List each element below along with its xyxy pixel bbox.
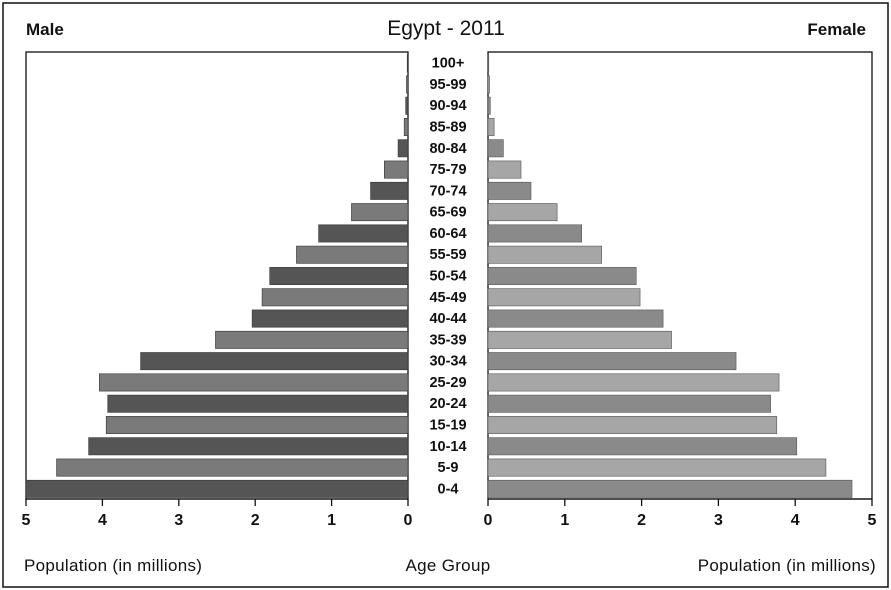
male-bar-10-14: [88, 437, 409, 456]
male-bar-70-74: [370, 181, 409, 200]
age-label-90-94: 90-94: [429, 98, 466, 114]
female-bar-40-44: [487, 309, 664, 328]
age-label-65-69: 65-69: [429, 205, 466, 221]
male-bar-85-89: [403, 118, 409, 136]
male-tick-label-3: 3: [174, 512, 183, 529]
male-bar-55-59: [296, 245, 409, 264]
age-label-85-89: 85-89: [429, 120, 466, 136]
female-bar-55-59: [487, 245, 602, 264]
age-label-10-14: 10-14: [429, 439, 466, 455]
male-bar-75-79: [384, 160, 409, 179]
male-tick-label-0: 0: [404, 512, 413, 529]
age-label-5-9: 5-9: [438, 460, 459, 476]
age-label-15-19: 15-19: [429, 418, 466, 434]
female-bar-60-64: [487, 224, 582, 243]
male-bar-20-24: [107, 394, 409, 413]
female-header: Female: [807, 20, 866, 39]
age-group-labels: 100+ 95-99 90-94 85-89 80-84 75-79 70-74 65-69 6…: [429, 56, 466, 498]
male-header: Male: [26, 20, 64, 39]
female-bar-15-19: [487, 416, 778, 434]
female-tick-label-1: 1: [560, 512, 569, 529]
female-bars: [487, 54, 853, 498]
male-bar-90-94: [405, 96, 409, 115]
female-bar-70-74: [487, 181, 532, 200]
male-tick-label-1: 1: [327, 512, 336, 529]
age-label-35-39: 35-39: [429, 332, 466, 348]
female-bar-30-34: [487, 352, 737, 371]
male-tick-label-5: 5: [22, 512, 31, 529]
age-label-0-4: 0-4: [438, 481, 459, 497]
age-group-label: Age Group: [406, 556, 491, 575]
male-bar-40-44: [251, 309, 409, 328]
male-bar-95-99: [406, 75, 409, 94]
chart-title: Egypt - 2011: [387, 17, 505, 40]
male-bar-15-19: [105, 416, 409, 434]
age-label-50-54: 50-54: [429, 269, 466, 285]
age-label-80-84: 80-84: [429, 141, 466, 157]
male-bar-60-64: [318, 224, 409, 243]
age-label-40-44: 40-44: [429, 311, 466, 327]
male-bar-35-39: [215, 330, 409, 349]
age-label-20-24: 20-24: [429, 396, 466, 412]
female-tick-label-3: 3: [714, 512, 723, 529]
female-bar-25-29: [487, 373, 780, 392]
female-bar-65-69: [487, 203, 558, 222]
age-label-55-59: 55-59: [429, 247, 466, 263]
female-tick-label-4: 4: [791, 512, 800, 529]
female-tick-label-2: 2: [637, 512, 646, 529]
male-bar-100+: [406, 54, 409, 73]
female-bar-100+: [487, 54, 490, 73]
female-bar-85-89: [487, 118, 495, 136]
age-label-70-74: 70-74: [429, 183, 466, 199]
male-tick-label-2: 2: [251, 512, 260, 529]
female-bar-35-39: [487, 330, 672, 349]
female-tick-label-0: 0: [484, 512, 493, 529]
age-label-45-49: 45-49: [429, 290, 466, 306]
female-bar-20-24: [487, 394, 771, 413]
female-x-axis: 0 1 2 3 4 5: [484, 498, 877, 529]
male-bar-30-34: [140, 352, 409, 371]
male-bars: [25, 54, 409, 498]
female-bar-50-54: [487, 267, 637, 285]
male-bar-50-54: [269, 267, 409, 285]
female-bar-0-4: [487, 479, 853, 498]
male-tick-label-4: 4: [98, 512, 107, 529]
female-bar-10-14: [487, 437, 798, 456]
age-label-60-64: 60-64: [429, 226, 466, 242]
male-bar-80-84: [397, 139, 409, 158]
female-axis-label: Population (in millions): [698, 556, 876, 575]
age-label-95-99: 95-99: [429, 77, 466, 93]
male-bar-65-69: [351, 203, 409, 222]
male-bar-45-49: [261, 288, 409, 307]
age-label-25-29: 25-29: [429, 375, 466, 391]
female-bar-75-79: [487, 160, 522, 179]
female-bar-95-99: [487, 75, 490, 94]
female-bar-80-84: [487, 139, 504, 158]
female-bar-90-94: [487, 96, 491, 115]
male-x-axis: 0 1 2 3 4 5: [22, 498, 413, 529]
male-bar-25-29: [99, 373, 409, 392]
age-label-30-34: 30-34: [429, 354, 466, 370]
female-tick-label-5: 5: [868, 512, 877, 529]
age-label-75-79: 75-79: [429, 162, 466, 178]
age-label-100+: 100+: [432, 56, 465, 72]
male-axis-label: Population (in millions): [24, 556, 202, 575]
female-bar-45-49: [487, 288, 641, 307]
male-bar-0-4: [25, 479, 409, 498]
female-bar-5-9: [487, 458, 827, 477]
male-bar-5-9: [56, 458, 409, 477]
